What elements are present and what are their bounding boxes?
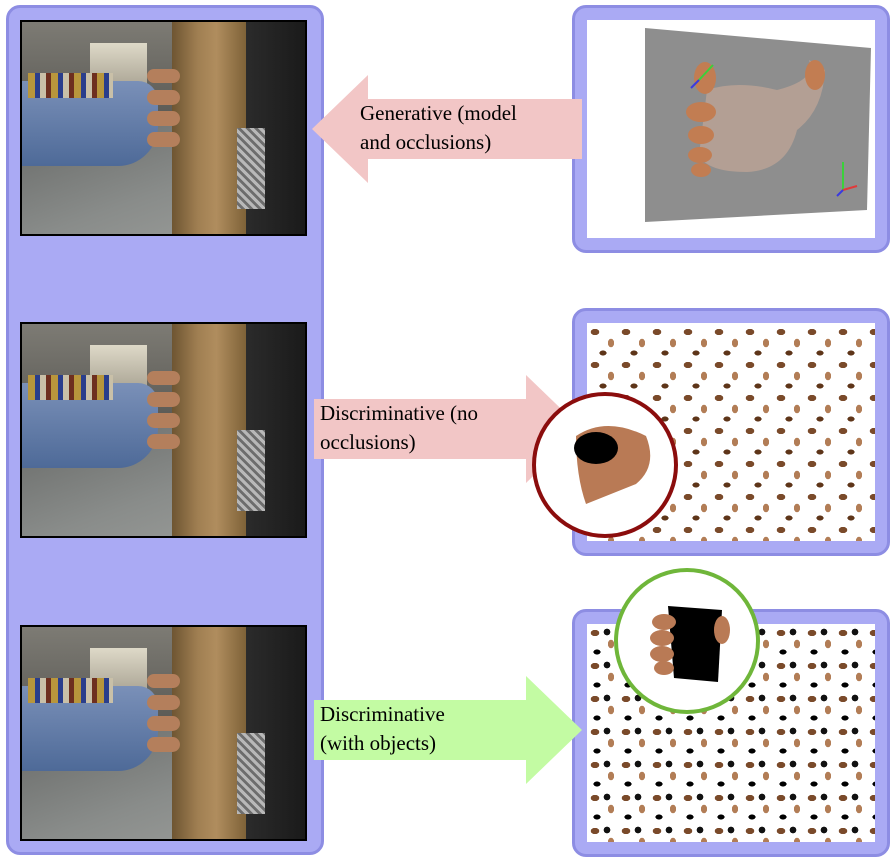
discriminative-with-objects-arrow: Discriminative (with objects) [314,676,582,784]
input-photo-middle [20,322,307,538]
discriminative-no-occlusions-label-line2: occlusions) [320,430,416,454]
hand-model-render [587,20,875,238]
discriminative-no-occlusions-label-line1: Discriminative (no [320,401,479,425]
generative-arrow: Generative (model and occlusions) [312,75,582,183]
discriminative-no-occlusions-arrow: Discriminative (no occlusions) [314,375,582,483]
generative-label-line1: Generative (model [360,101,517,125]
input-photo-top [20,20,307,236]
input-photo-bottom [20,625,307,841]
discriminative-with-objects-label-line1: Discriminative [320,702,445,726]
red-circle-inset [532,392,678,538]
discriminative-with-objects-label-line2: (with objects) [320,731,437,755]
green-circle-inset [614,568,760,714]
generative-label-line2: and occlusions) [360,130,492,154]
right-panel-top [572,5,890,253]
right-panel-middle [572,308,890,556]
